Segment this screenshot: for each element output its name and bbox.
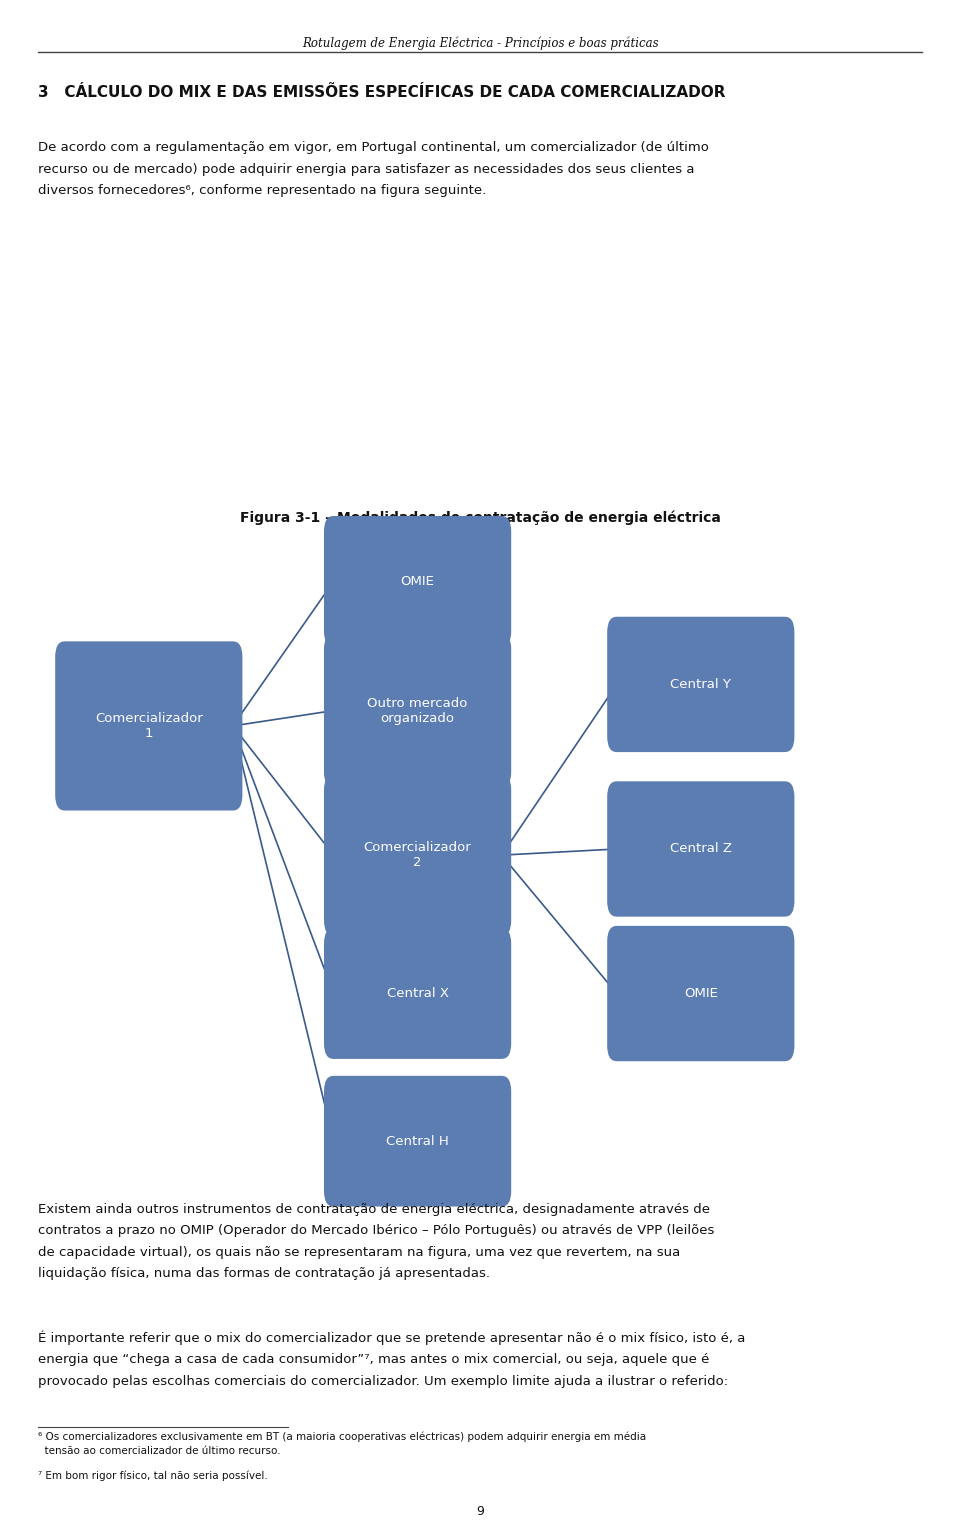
- Text: Central Z: Central Z: [670, 843, 732, 855]
- Text: Existem ainda outros instrumentos de contratação de energia eléctrica, designada: Existem ainda outros instrumentos de con…: [38, 1203, 715, 1280]
- Text: Comercializador
2: Comercializador 2: [364, 841, 471, 869]
- FancyBboxPatch shape: [607, 617, 794, 752]
- FancyBboxPatch shape: [56, 641, 242, 811]
- Text: Figura 3-1 – Modalidades de contratação de energia eléctrica: Figura 3-1 – Modalidades de contratação …: [240, 511, 720, 524]
- FancyBboxPatch shape: [324, 1077, 511, 1206]
- FancyBboxPatch shape: [324, 634, 511, 787]
- Text: Comercializador
1: Comercializador 1: [95, 712, 203, 740]
- Text: Outro mercado
organizado: Outro mercado organizado: [368, 697, 468, 724]
- Text: ⁶ Os comercializadores exclusivamente em BT (a maioria cooperativas eléctricas) : ⁶ Os comercializadores exclusivamente em…: [38, 1432, 646, 1456]
- FancyBboxPatch shape: [324, 774, 511, 935]
- Text: É importante referir que o mix do comercializador que se pretende apresentar não: É importante referir que o mix do comerc…: [38, 1330, 746, 1387]
- FancyBboxPatch shape: [324, 927, 511, 1058]
- Text: Central H: Central H: [386, 1135, 449, 1147]
- Text: Central X: Central X: [387, 987, 448, 1000]
- FancyBboxPatch shape: [607, 781, 794, 917]
- FancyBboxPatch shape: [607, 926, 794, 1061]
- Text: Rotulagem de Energia Eléctrica - Princípios e boas práticas: Rotulagem de Energia Eléctrica - Princíp…: [301, 37, 659, 51]
- Text: OMIE: OMIE: [684, 987, 718, 1000]
- Text: Central Y: Central Y: [670, 678, 732, 691]
- Text: 3   CÁLCULO DO MIX E DAS EMISSÕES ESPECÍFICAS DE CADA COMERCIALIZADOR: 3 CÁLCULO DO MIX E DAS EMISSÕES ESPECÍFI…: [38, 85, 726, 100]
- Text: OMIE: OMIE: [400, 575, 435, 588]
- Text: 9: 9: [476, 1506, 484, 1518]
- FancyBboxPatch shape: [324, 517, 511, 646]
- Text: ⁷ Em bom rigor físico, tal não seria possível.: ⁷ Em bom rigor físico, tal não seria pos…: [38, 1470, 268, 1481]
- Text: De acordo com a regulamentação em vigor, em Portugal continental, um comercializ: De acordo com a regulamentação em vigor,…: [38, 141, 709, 197]
